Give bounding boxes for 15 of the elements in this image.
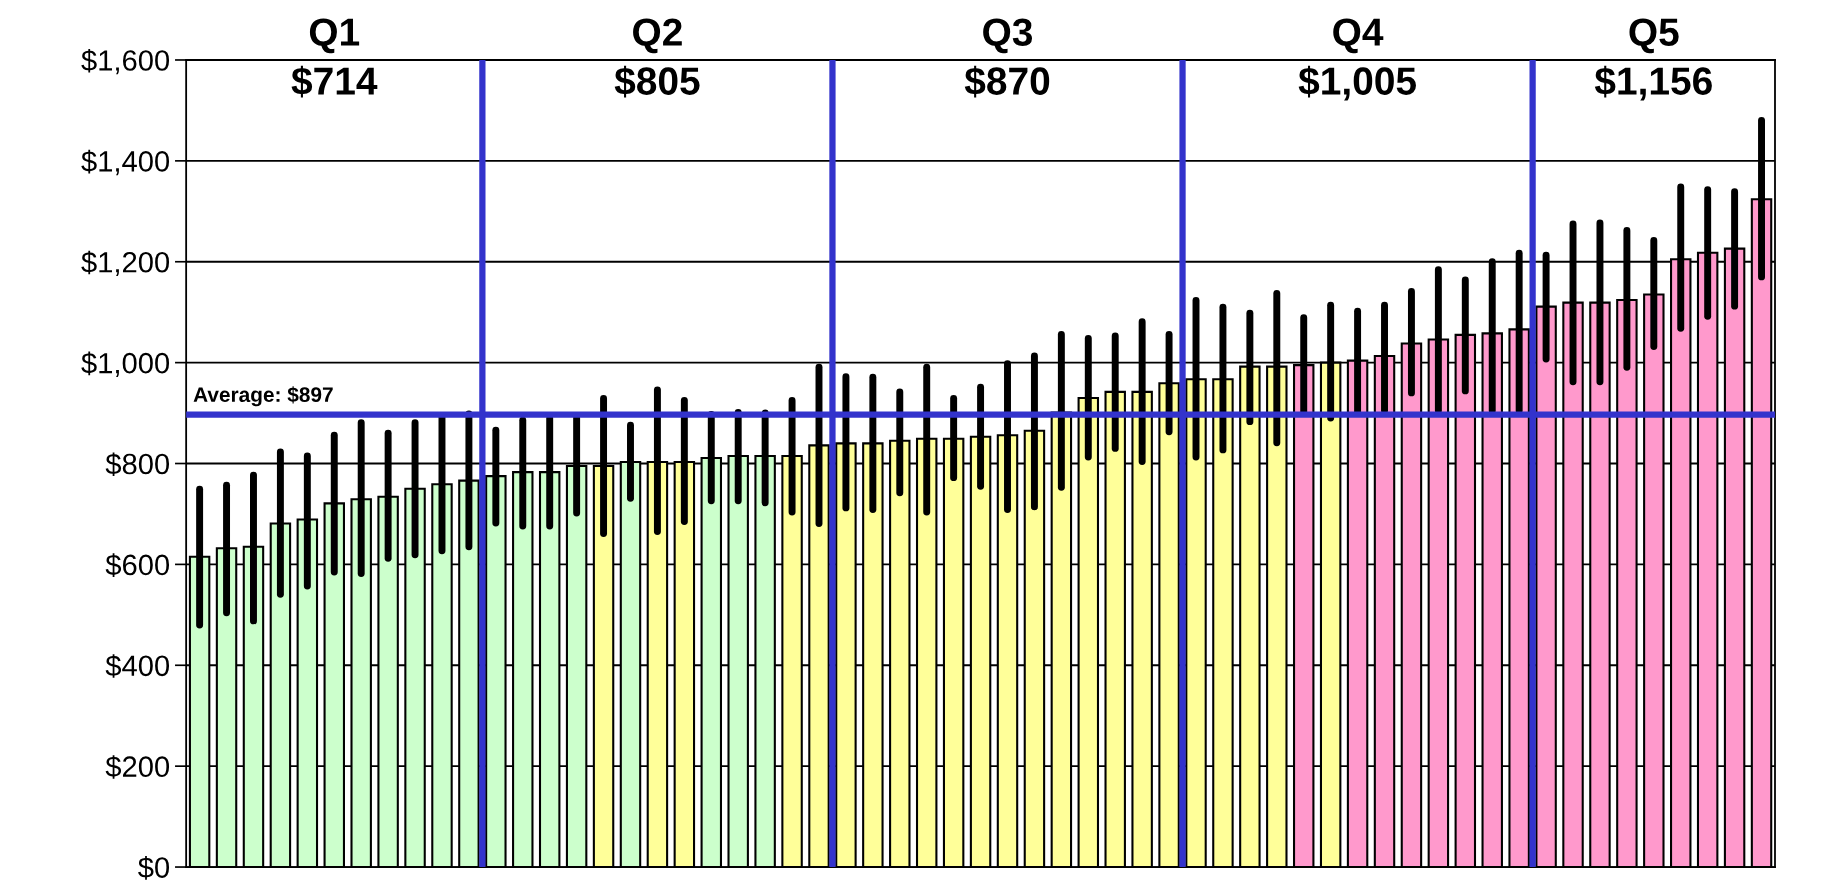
annotation: Q3 $870: [964, 18, 1050, 98]
y-tick-label: $600: [105, 553, 170, 577]
y-tick-label: $200: [105, 755, 170, 779]
y-tick-label: $1,400: [81, 149, 170, 176]
y-tick-label: $800: [105, 452, 170, 477]
y-tick-label: $1,000: [81, 351, 170, 377]
annotation: Q2 $805: [614, 18, 700, 98]
y-tick-label: $1,600: [81, 48, 170, 75]
y-tick-label: $0: [138, 856, 170, 880]
ref-line-label: Average: $897: [193, 386, 333, 407]
y-tick-label: $1,200: [81, 250, 170, 277]
annotation: Q5 $1,156: [1594, 18, 1712, 101]
annotation: Q4 $1,005: [1298, 18, 1416, 101]
annotation: Q1 $714: [291, 18, 378, 98]
y-tick-label: $400: [105, 654, 170, 678]
